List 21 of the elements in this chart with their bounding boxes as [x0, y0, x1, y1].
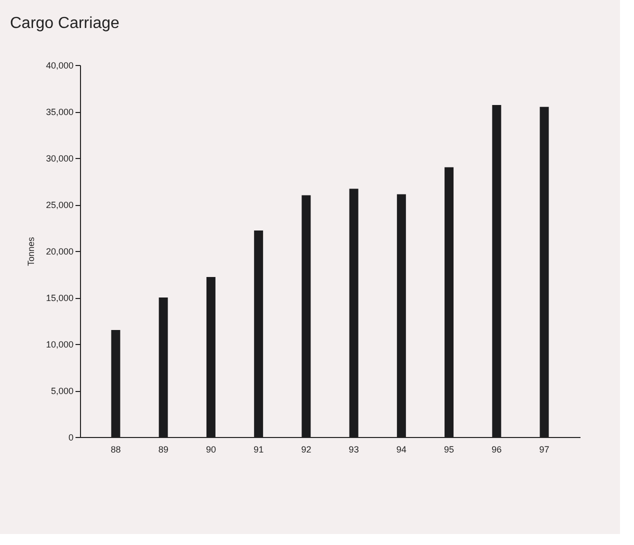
y-tick-label: 35,000 [46, 107, 74, 117]
y-tick-label: 25,000 [46, 200, 74, 210]
y-tick-label: 30,000 [46, 154, 74, 164]
x-tick-label: 91 [254, 444, 264, 454]
y-tick-label: 5,000 [50, 386, 74, 396]
y-tick-label: 0 [68, 432, 74, 442]
x-tick-label: 93 [348, 444, 359, 454]
x-tick-label: 90 [206, 444, 216, 454]
chart-title: Cargo Carriage [10, 15, 120, 32]
x-tick-label: 92 [301, 444, 312, 454]
y-tick-label: 40,000 [46, 60, 74, 70]
x-tick-label: 95 [444, 444, 454, 454]
y-axis-title: Tonnes [26, 236, 36, 266]
x-tick-label: 88 [110, 444, 121, 454]
x-tick-label: 96 [492, 444, 502, 454]
x-tick-label: 89 [158, 444, 168, 454]
x-tick-label: 97 [539, 444, 550, 454]
y-tick-label: 10,000 [46, 340, 74, 350]
y-tick-label: 20,000 [46, 246, 74, 256]
x-tick-label: 94 [396, 444, 406, 454]
y-tick-label: 15,000 [46, 293, 74, 303]
